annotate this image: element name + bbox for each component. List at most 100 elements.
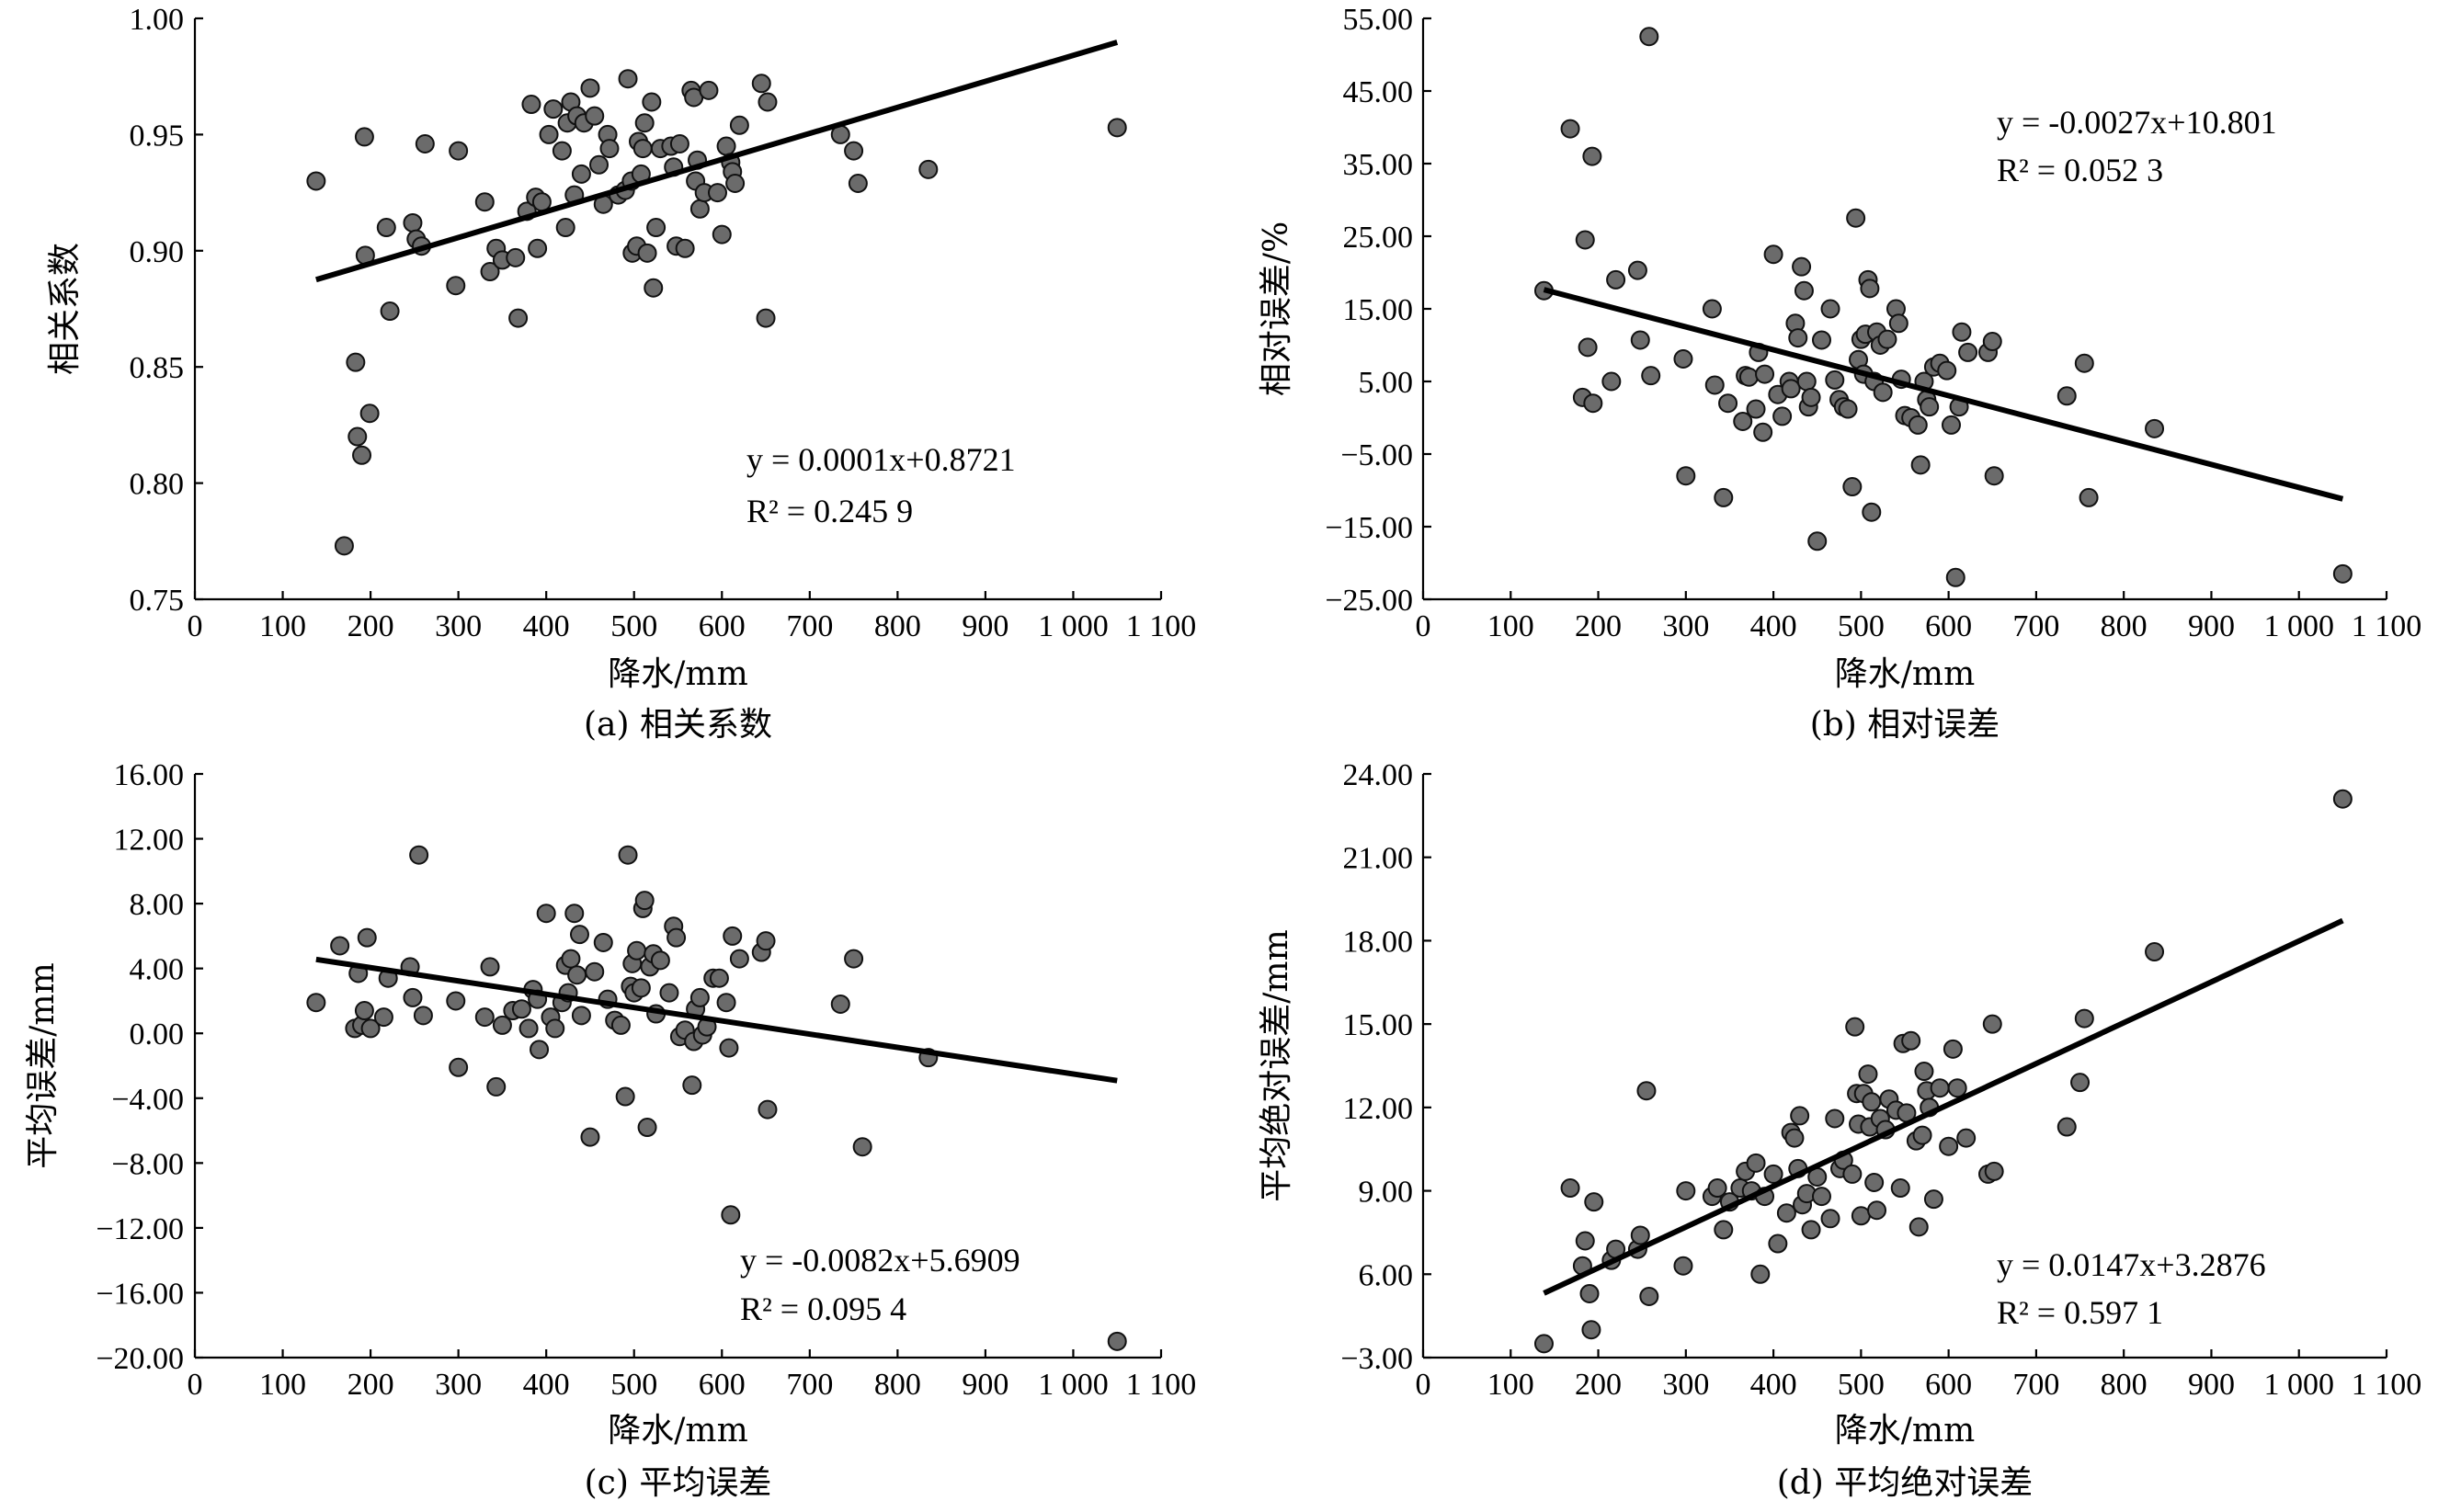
data-point [1582, 146, 1602, 166]
data-point [306, 993, 326, 1013]
y-tick-label: −12.00 [96, 1212, 184, 1246]
data-point [707, 183, 727, 203]
y-tick-label: 55.00 [1343, 3, 1414, 37]
x-tick-label: 700 [2012, 1368, 2059, 1402]
x-tick-label: 300 [1662, 1368, 1709, 1402]
y-tick-label: 0.75 [130, 584, 185, 618]
y-axis-title: 平均误差/mm [24, 962, 62, 1168]
data-point [1714, 487, 1734, 507]
y-tick-label: 25.00 [1343, 221, 1414, 255]
data-point [1952, 322, 1972, 342]
data-point [637, 1118, 657, 1138]
data-point [585, 961, 605, 982]
data-point [1768, 1233, 1788, 1254]
data-point [1676, 1181, 1696, 1201]
data-point [2145, 942, 2165, 962]
x-tick-label: 100 [259, 609, 306, 643]
y-tick-label: −3.00 [1340, 1342, 1413, 1376]
data-point [1792, 256, 1812, 277]
data-point [1676, 466, 1696, 486]
data-point [531, 192, 552, 212]
data-point [729, 115, 749, 135]
panel-caption: (a) 相关系数 [584, 706, 772, 744]
data-point [1583, 393, 1603, 414]
data-point [543, 99, 564, 119]
data-point [1838, 399, 1858, 419]
data-point [354, 1001, 374, 1021]
x-tick-label: 400 [523, 1368, 570, 1402]
x-tick-label: 0 [188, 609, 203, 643]
data-point [1851, 1206, 1871, 1226]
regression-equation: y = 0.0001x+0.8721 [746, 441, 1016, 478]
data-point [571, 164, 591, 184]
data-point [348, 426, 368, 447]
y-tick-label: 0.80 [130, 468, 185, 502]
data-point [1801, 1220, 1821, 1240]
data-point [1575, 230, 1595, 250]
x-tick-label: 1 100 [2352, 1368, 2422, 1402]
data-point [1862, 502, 1882, 522]
y-tick-label: 6.00 [1359, 1258, 1414, 1292]
data-point [1858, 1064, 1878, 1085]
data-point [1846, 208, 1866, 228]
data-point [1956, 1128, 1977, 1148]
data-point [618, 69, 638, 89]
chart-c: 0 100 200 300 400 500 600 700 800 900 1 000 1 100 −2… [24, 758, 1196, 1502]
data-point [689, 199, 710, 219]
data-point [1867, 1200, 1887, 1221]
data-point [1842, 1164, 1863, 1184]
x-tick-label: 600 [1925, 1368, 1972, 1402]
data-point [1641, 366, 1661, 386]
data-point [729, 949, 749, 969]
data-point [306, 171, 326, 191]
data-point [474, 192, 495, 212]
y-tick-label: 0.85 [130, 351, 185, 385]
data-point [1750, 1264, 1771, 1284]
x-tick-label: 800 [874, 1368, 921, 1402]
data-point [511, 999, 531, 1019]
regression-equation: y = -0.0082x+5.6909 [740, 1242, 1020, 1279]
data-point [446, 276, 466, 296]
data-point [555, 218, 575, 238]
chart-a: 0 100 200 300 400 500 600 700 800 900 1 000 1 1000.… [46, 3, 1196, 744]
x-tick-label: 500 [610, 1368, 657, 1402]
y-tick-label: 0.00 [130, 1017, 185, 1052]
data-point [1820, 299, 1840, 319]
data-point [403, 987, 423, 1007]
x-tick-label: 600 [699, 1368, 746, 1402]
data-point [918, 159, 939, 179]
data-point [716, 136, 736, 156]
data-point [756, 931, 776, 951]
trend-line [1543, 287, 2344, 502]
chart-b: 0 100 200 300 400 500 600 700 800 900 1 000 1 100 −2… [1258, 3, 2421, 744]
y-tick-label: 1.00 [130, 3, 185, 37]
y-tick-label: 21.00 [1343, 842, 1414, 876]
data-point [1627, 260, 1647, 280]
y-axis-title: 相对误差/% [1258, 222, 1295, 396]
data-point [1702, 299, 1722, 319]
data-point [506, 247, 526, 267]
x-tick-label: 600 [1925, 609, 1972, 643]
data-point [632, 139, 653, 159]
x-tick-label: 500 [610, 609, 657, 643]
trend-line [315, 40, 1119, 283]
x-tick-label: 400 [523, 609, 570, 643]
data-point [1763, 1164, 1783, 1184]
data-point [552, 141, 572, 161]
x-tick-label: 0 [188, 1368, 203, 1402]
y-tick-label: 4.00 [130, 953, 185, 987]
x-tick-label: 700 [786, 1368, 833, 1402]
data-point [1578, 337, 1598, 358]
x-tick-label: 900 [962, 609, 1008, 643]
data-point [409, 845, 429, 865]
data-point [1912, 1125, 1932, 1145]
data-point [539, 124, 559, 144]
y-tick-label: 45.00 [1343, 75, 1414, 109]
data-point [2145, 418, 2165, 438]
x-tick-label: 200 [1575, 1368, 1622, 1402]
data-point [1862, 1092, 1882, 1112]
data-point [518, 1018, 539, 1039]
data-point [1581, 1320, 1601, 1340]
data-point [1873, 382, 1893, 403]
chart-d: 0 100 200 300 400 500 600 700 800 900 1 000 1 100 −3… [1258, 758, 2421, 1502]
